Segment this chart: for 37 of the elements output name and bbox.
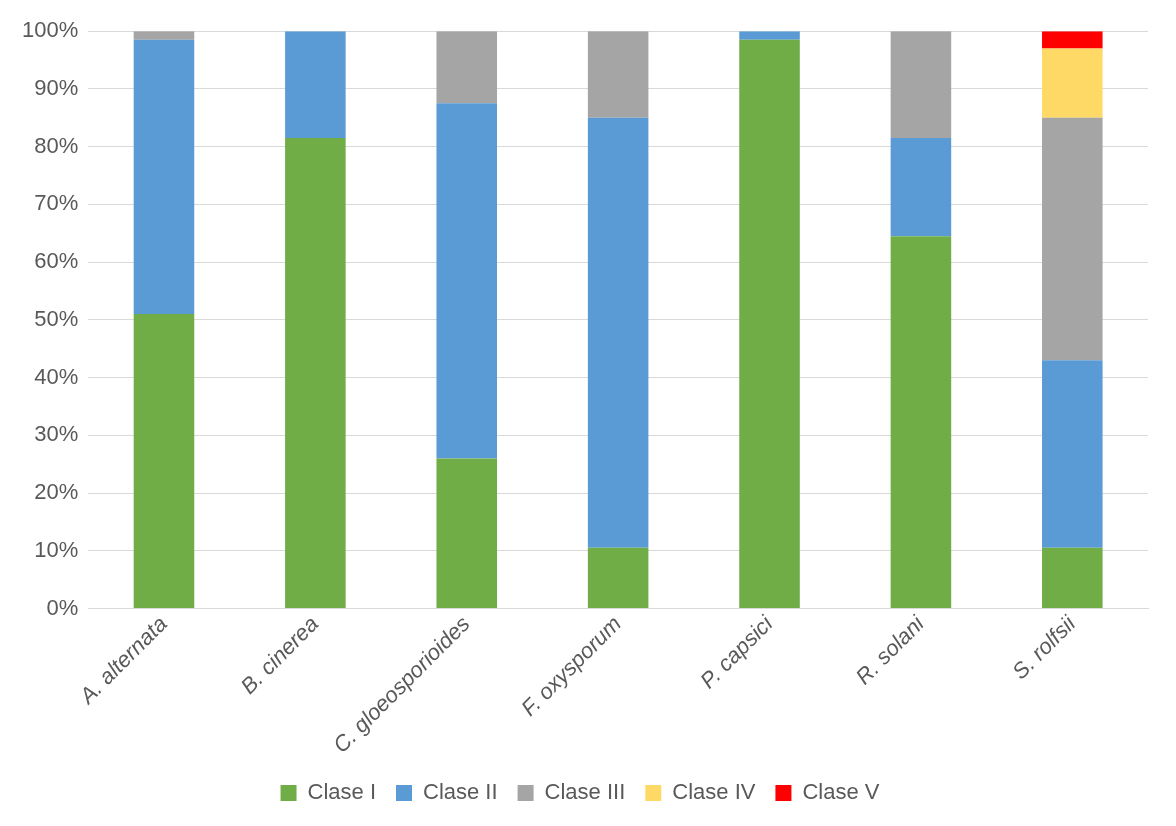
y-tick-label: 40% <box>34 363 79 389</box>
bar <box>1042 31 1103 49</box>
bar <box>285 138 346 608</box>
y-tick-label: 20% <box>34 479 79 505</box>
legend-label: Clase IV <box>672 779 756 805</box>
y-tick-label: 80% <box>34 132 79 158</box>
y-tick-label: 70% <box>34 190 79 216</box>
y-tick-label: 10% <box>34 536 79 562</box>
bar <box>436 103 498 459</box>
y-tick-label: 60% <box>34 248 79 274</box>
bar <box>285 31 346 138</box>
bar <box>436 31 498 104</box>
bar <box>587 547 649 608</box>
legend-label: Clase II <box>423 779 498 805</box>
bar <box>890 31 952 138</box>
bar <box>133 39 195 315</box>
bar <box>436 458 498 608</box>
bar <box>587 117 649 548</box>
bar <box>890 138 952 237</box>
bar <box>587 31 649 118</box>
bar <box>739 39 800 608</box>
bar <box>890 236 952 608</box>
bar <box>739 31 800 40</box>
y-tick-label: 0% <box>46 594 79 620</box>
bar <box>133 31 195 40</box>
legend-label: Clase V <box>802 779 880 805</box>
y-tick-label: 90% <box>34 74 79 100</box>
y-tick-label: 50% <box>34 305 79 331</box>
bar <box>133 314 195 608</box>
legend-label: Clase I <box>307 779 377 805</box>
bar <box>1042 547 1103 608</box>
y-tick-label: 30% <box>34 421 79 447</box>
legend-label: Clase III <box>544 779 626 805</box>
bar <box>1042 360 1103 548</box>
y-tick-label: 100% <box>21 17 79 43</box>
bar <box>1042 117 1103 361</box>
bar <box>1042 48 1103 118</box>
